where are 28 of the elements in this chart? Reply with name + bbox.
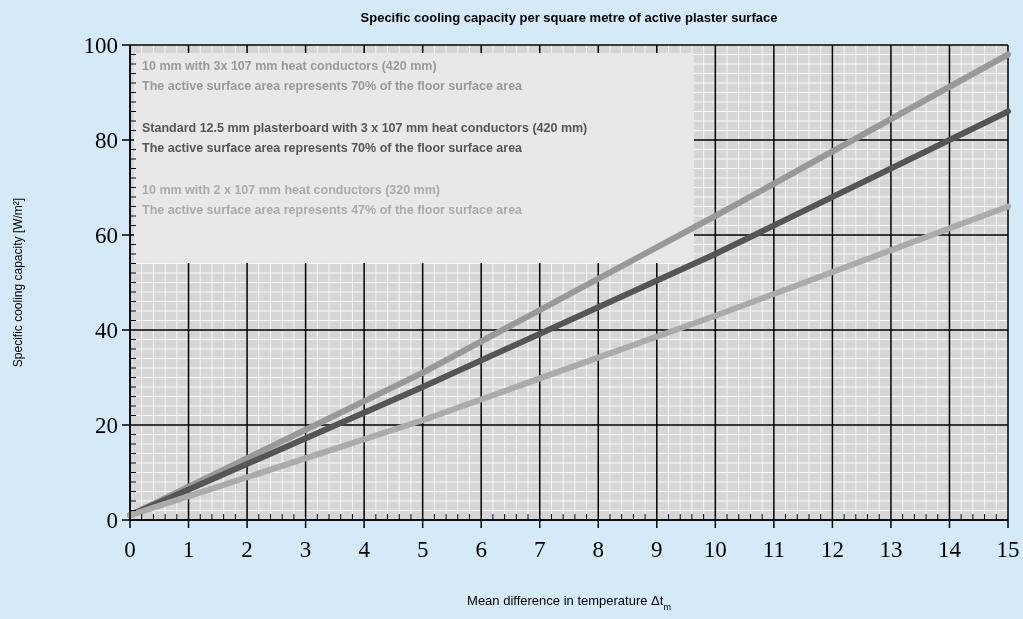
y-tick-label: 60 bbox=[95, 223, 118, 248]
x-tick-label: 14 bbox=[937, 537, 962, 562]
x-tick-label: 11 bbox=[762, 537, 785, 562]
x-tick-label: 13 bbox=[879, 537, 903, 562]
x-tick-label: 8 bbox=[592, 537, 605, 562]
y-tick-label: 0 bbox=[106, 508, 118, 533]
y-axis-title: Specific cooling capacity [W/m²] bbox=[11, 197, 25, 368]
text: 10 mm with 3x 107 mm heat conductors (420 mm) The active surface area represents 70% of the floor surface area bbox=[142, 59, 524, 93]
x-tick-label: 12 bbox=[820, 537, 844, 562]
y-tick-label: 100 bbox=[83, 33, 118, 58]
y-tick-label: 80 bbox=[95, 128, 118, 153]
x-tick-label: 0 bbox=[124, 537, 136, 562]
x-tick-label: 2 bbox=[241, 537, 253, 562]
x-tick-label: 5 bbox=[416, 537, 429, 562]
x-tick-label: 15 bbox=[996, 537, 1020, 562]
y-tick-label: 40 bbox=[95, 318, 118, 343]
y-tick-label: 20 bbox=[95, 413, 118, 438]
chart-title: Specific cooling capacity per square metre of active plaster surface bbox=[360, 10, 778, 25]
text: Standard 12.5 mm plasterboard with 3 x 107 mm heat conductors (420 mm) The active surface area represents 70% of the floor surface area bbox=[142, 121, 588, 155]
x-axis-title: Mean difference in temperature Δt$_{m}$ bbox=[467, 593, 671, 612]
x-tick-label: 10 bbox=[703, 537, 727, 562]
x-tick-label: 7 bbox=[533, 537, 546, 562]
x-tick-label: 9 bbox=[651, 537, 663, 562]
text: 10 mm with 2 x 107 mm heat conductors (320 mm) The active surface area represents 47% of the floor surface area bbox=[142, 183, 524, 217]
x-tick-label: 6 bbox=[475, 537, 487, 562]
x-tick-label: 1 bbox=[182, 537, 195, 562]
x-tick-label: 4 bbox=[358, 537, 371, 562]
x-tick-label: 3 bbox=[299, 537, 312, 562]
